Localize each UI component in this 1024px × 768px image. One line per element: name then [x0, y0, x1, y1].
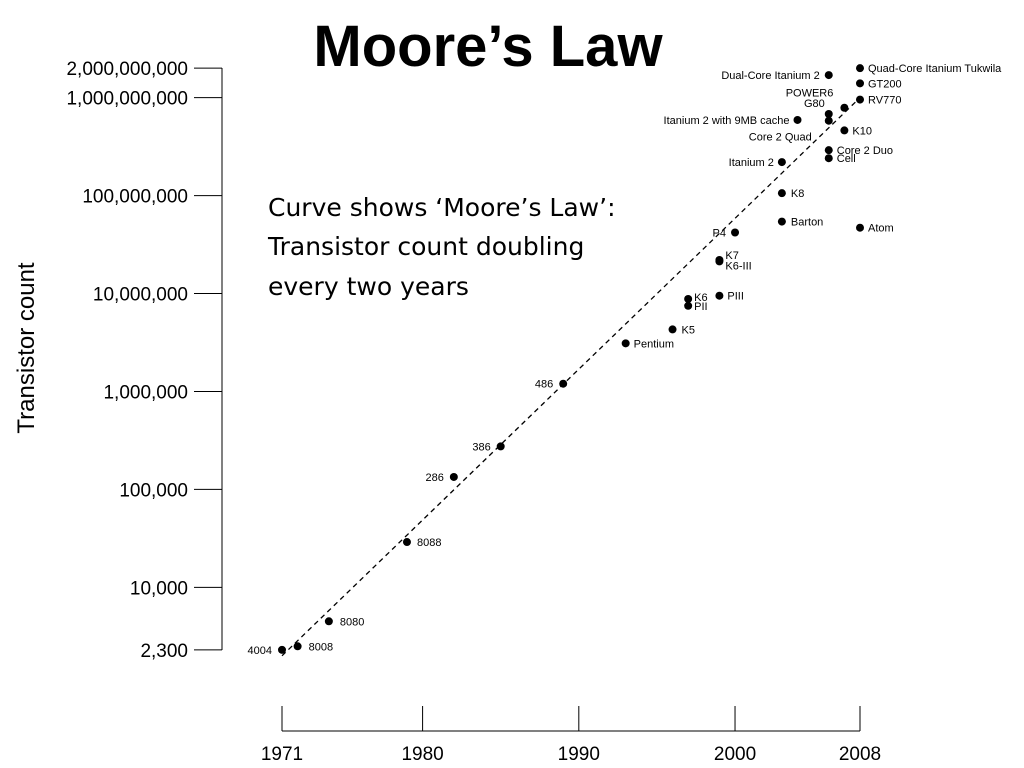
data-point-label: POWER6: [786, 88, 834, 100]
data-point-label: Cell: [837, 153, 856, 165]
y-tick-label: 100,000,000: [82, 187, 188, 208]
data-point: [559, 379, 568, 388]
data-point-label: G80: [804, 98, 825, 110]
data-point: [840, 126, 849, 135]
y-tick-label: 100,000: [119, 480, 188, 501]
y-tick-label: 2,000,000,000: [66, 59, 188, 80]
data-point-label: PIII: [727, 291, 744, 303]
x-tick-label: 2008: [839, 744, 881, 765]
data-point: [684, 294, 693, 303]
data-point: [715, 291, 724, 300]
data-point: [824, 110, 833, 119]
x-tick-label: 2000: [714, 744, 756, 765]
data-point: [715, 257, 724, 266]
y-ticks: 2,300 10,000 100,000 1,000,000 10,000,000 100…: [66, 59, 222, 662]
data-point: [856, 223, 864, 232]
data-point-label: Barton: [791, 217, 823, 229]
data-point: [449, 472, 458, 481]
data-point: [856, 95, 864, 104]
data-point: [777, 217, 786, 226]
x-tick-label: 1980: [401, 744, 443, 765]
y-tick-label: 1,000,000: [103, 382, 188, 403]
data-point-label: 386: [472, 441, 490, 453]
data-point: [621, 339, 630, 348]
data-point: [824, 146, 833, 155]
data-point-label: K10: [852, 125, 872, 137]
x-tick-label: 1990: [558, 744, 600, 765]
annotation-text: Curve shows ‘Moore’s Law’: Transistor co…: [267, 193, 623, 301]
data-point-label: 4004: [248, 645, 272, 657]
data-point-label: 8080: [340, 616, 364, 628]
data-point: [278, 645, 286, 654]
data-point: [293, 642, 302, 651]
data-point-label: Atom: [868, 223, 894, 235]
data-point: [856, 64, 864, 73]
data-point-label: Pentium: [634, 338, 674, 350]
data-point: [824, 71, 833, 80]
data-point-label: 8088: [417, 537, 441, 549]
data-point-label: K8: [791, 188, 804, 200]
data-point: [793, 115, 802, 124]
annotation-line-1: Curve shows ‘Moore’s Law’:: [268, 193, 616, 222]
data-point-label: Dual-Core Itanium 2: [721, 70, 819, 82]
data-point-label: Quad-Core Itanium Tukwila: [868, 63, 1002, 75]
data-point: [496, 442, 505, 451]
y-tick-label: 10,000: [130, 578, 188, 599]
data-point: [324, 617, 333, 626]
annotation-line-3: every two years: [268, 272, 469, 301]
data-point: [777, 158, 786, 167]
data-point-label: K5: [682, 324, 695, 336]
data-point: [856, 79, 864, 88]
data-point-label: 486: [535, 379, 553, 391]
data-point-label: K6-III: [725, 260, 751, 272]
data-point: [668, 325, 677, 334]
data-point: [684, 301, 693, 310]
data-point: [731, 228, 740, 237]
data-point: [840, 103, 849, 112]
data-point-label: Core 2 Duo: [837, 145, 893, 157]
trend-line: [281, 97, 861, 657]
data-point-label: RV770: [868, 95, 901, 107]
data-point-label: Core 2 Quad: [749, 132, 812, 144]
chart-title: Moore’s Law: [313, 14, 663, 79]
data-point-label: 8008: [309, 641, 333, 653]
y-axis-label: Transistor count: [13, 262, 40, 434]
y-tick-label: 1,000,000,000: [66, 89, 188, 110]
data-point: [824, 116, 833, 125]
data-point-label: 286: [425, 472, 443, 484]
y-tick-label: 10,000,000: [93, 285, 188, 306]
data-point: [402, 538, 411, 547]
data-point-label: K6: [694, 292, 707, 304]
data-point-label: P4: [713, 227, 726, 239]
data-point-label: Itanium 2 with 9MB cache: [664, 115, 790, 127]
data-point-label: PII: [694, 301, 707, 313]
x-tick-label: 1971: [261, 744, 303, 765]
y-tick-label: 2,300: [140, 641, 188, 662]
data-point-label: K7: [725, 250, 738, 262]
data-point-label: Itanium 2: [729, 157, 774, 169]
data-point-label: GT200: [868, 78, 902, 90]
data-point: [777, 189, 786, 198]
annotation-line-2: Transistor count doubling: [267, 232, 584, 261]
x-ticks: 1971 1980 1990 2000 2008: [261, 706, 881, 765]
data-point: [824, 154, 833, 163]
